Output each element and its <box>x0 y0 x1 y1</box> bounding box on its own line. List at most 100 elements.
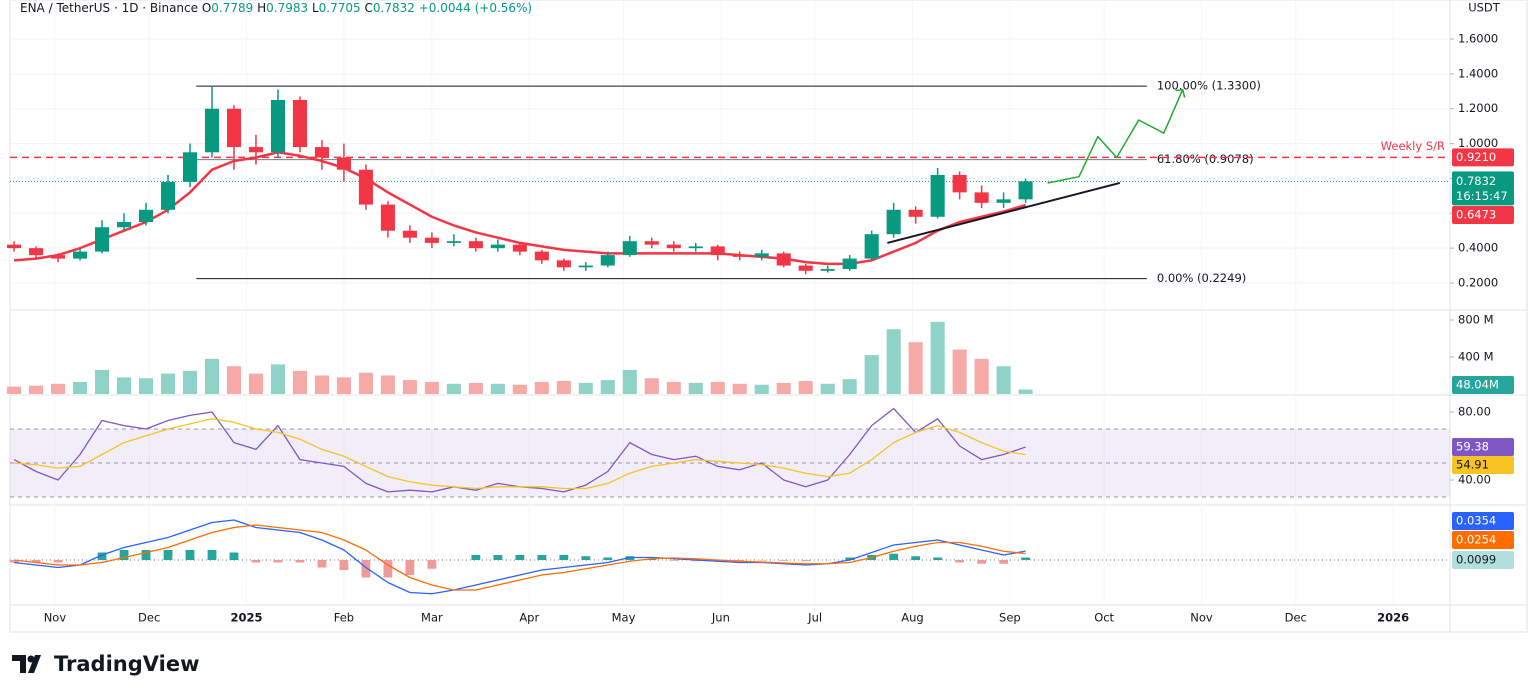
resistance-tag-bg <box>1452 148 1514 167</box>
candle-body <box>996 199 1011 203</box>
histogram-bar <box>317 560 327 568</box>
volume-bar <box>51 383 66 394</box>
candle-body <box>952 174 967 193</box>
x-tick-label: Jun <box>711 611 730 625</box>
histogram-bar <box>911 556 921 560</box>
candle-body <box>138 209 154 223</box>
volume-bar <box>380 375 395 394</box>
histogram-bar <box>1021 557 1030 560</box>
candle-body <box>7 244 22 249</box>
y-tick-label: 0.2000 <box>1458 275 1498 289</box>
x-tick-label: Oct <box>1094 611 1114 625</box>
candle-body <box>182 152 198 182</box>
rsi-line <box>14 418 1026 490</box>
histogram-bar <box>537 555 547 560</box>
histogram-bar <box>977 560 987 564</box>
x-tick-label: Feb <box>334 611 354 625</box>
candle-body <box>644 241 659 245</box>
brand: TradingView <box>54 652 200 676</box>
volume-bar <box>446 383 461 394</box>
histogram-bar <box>845 557 855 560</box>
histogram-bar <box>273 560 283 563</box>
candle-body <box>820 269 835 271</box>
candle-body <box>798 265 813 271</box>
candle-body <box>380 204 395 231</box>
macd-tag: 0.0354 <box>1456 514 1496 528</box>
volume-bar <box>116 377 132 394</box>
histogram-bar <box>31 560 41 563</box>
candle-body <box>226 108 242 148</box>
histogram-bar <box>9 560 19 563</box>
fib-label: 0.00% (0.2249) <box>1157 271 1246 285</box>
volume-bar <box>622 369 637 394</box>
y-tick-label: 1.4000 <box>1458 66 1498 80</box>
histogram-bar <box>251 560 261 563</box>
histogram-bar <box>141 550 151 560</box>
candle-body <box>578 265 593 268</box>
histogram-bar <box>559 555 569 560</box>
trendline <box>887 181 1121 244</box>
resistance-tag: 0.9210 <box>1456 150 1496 164</box>
macd-tag-bg <box>1452 512 1514 530</box>
change-value: +0.0044 (+0.56%) <box>418 1 533 15</box>
x-tick-label: Jul <box>807 611 822 625</box>
volume-bar <box>644 378 659 394</box>
candle-body <box>556 260 571 268</box>
volume-bar <box>820 383 835 394</box>
candle-body <box>314 147 329 158</box>
y-tick-label: 1.6000 <box>1458 32 1498 46</box>
volume-bar <box>182 370 198 394</box>
volume-bar <box>974 358 989 394</box>
volume-bar <box>732 383 747 394</box>
volume-bar <box>160 373 176 394</box>
candle-body <box>468 241 483 249</box>
fib-label: 61.80% (0.9078) <box>1157 152 1254 166</box>
x-tick-label: Nov <box>44 611 67 625</box>
histogram-bar <box>999 560 1009 564</box>
candle-body <box>204 108 220 153</box>
volume-bar <box>402 380 417 394</box>
x-tick-label: Aug <box>901 611 923 625</box>
histogram-bar <box>581 556 591 560</box>
x-tick-label: 2026 <box>1377 611 1409 625</box>
low-value: 0.7705 <box>318 1 361 15</box>
volume-bar <box>7 386 22 394</box>
candle-body <box>248 147 264 153</box>
candle-body <box>292 100 307 148</box>
volume-bar <box>292 370 307 394</box>
high-value: 0.7983 <box>266 1 309 15</box>
candle-body <box>930 174 945 217</box>
candle-body <box>908 209 923 217</box>
y-tick-label: 400 M <box>1458 349 1494 363</box>
candle-body <box>886 209 901 235</box>
macd-line <box>14 524 1026 591</box>
header: ENA / TetherUS · 1D · Binance O0.7789 H0… <box>20 1 532 15</box>
histogram-bar <box>97 552 107 560</box>
close-value: 0.7832 <box>372 1 415 15</box>
volume-bar <box>138 378 154 394</box>
candle-body <box>490 244 505 249</box>
x-tick-label: May <box>612 611 636 625</box>
volume-bar <box>248 373 264 394</box>
macd-line <box>14 519 1026 595</box>
histogram-bar <box>471 555 481 560</box>
volume-bar <box>270 364 285 394</box>
x-tick-label: Sep <box>999 611 1021 625</box>
volume-bar <box>29 385 44 394</box>
volume-bar <box>468 382 483 394</box>
candle-body <box>51 255 66 259</box>
y-tick-label: 1.2000 <box>1458 101 1498 115</box>
pane-frame <box>9 0 1528 633</box>
candle-body <box>776 253 791 266</box>
volume-bar <box>666 381 681 394</box>
histogram-bar <box>955 560 965 563</box>
volume-tag-bg <box>1452 376 1514 394</box>
histogram-tag: 0.0099 <box>1456 553 1496 567</box>
ema-tag-bg <box>1452 206 1514 225</box>
projection-arrowhead <box>1175 88 1186 98</box>
currency-label: USDT <box>1468 1 1501 15</box>
histogram-bar <box>669 560 679 561</box>
histogram-bar <box>889 553 899 560</box>
volume-bar <box>424 381 439 394</box>
candle-body <box>336 157 351 170</box>
